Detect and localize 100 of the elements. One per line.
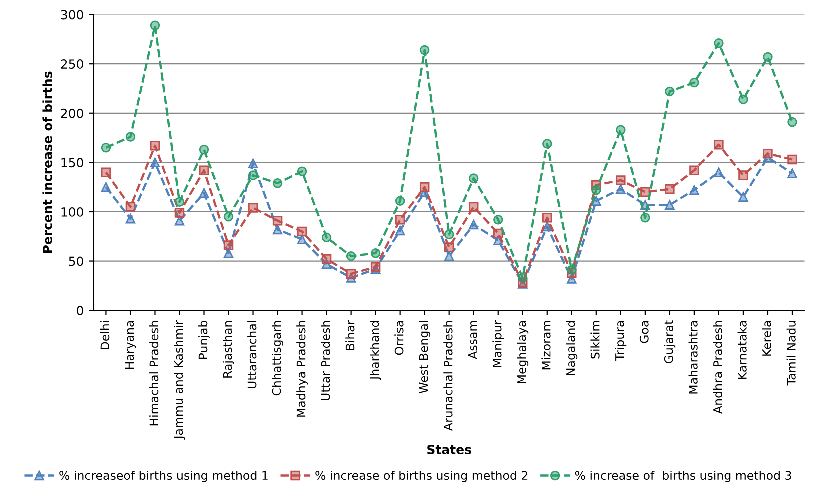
x-tick-label: Jammu and Kashmir <box>174 320 186 440</box>
point <box>101 182 112 192</box>
point <box>101 143 112 153</box>
x-tick-label: Rajasthan <box>223 321 234 378</box>
x-tick-label: Andhra Pradesh <box>713 321 722 414</box>
point <box>248 158 258 169</box>
legend-label: % increaseof births using method 1 <box>60 470 268 482</box>
point <box>126 202 136 212</box>
point <box>763 148 773 159</box>
point <box>272 178 283 188</box>
x-tick-label: Haryana <box>125 321 136 370</box>
x-tick-label: Uttar Pradesh <box>321 321 330 400</box>
point <box>346 252 356 262</box>
point <box>616 176 626 186</box>
x-tick-label: Sikkim <box>590 321 600 359</box>
point <box>101 168 112 178</box>
point <box>248 203 258 213</box>
y-tick-label: 200 <box>61 108 84 118</box>
point <box>395 196 406 206</box>
x-tick-label: Orrisa <box>394 321 404 356</box>
x-tick-label: Punjab <box>198 320 210 360</box>
x-tick-label: Madhya Pradesh <box>296 321 308 417</box>
point <box>346 269 356 279</box>
point <box>322 254 332 264</box>
point <box>640 213 650 223</box>
point <box>224 248 234 258</box>
point <box>738 192 748 202</box>
point <box>395 226 406 236</box>
point <box>788 117 798 128</box>
point <box>788 154 798 165</box>
point <box>272 216 283 226</box>
point <box>494 215 504 225</box>
point <box>616 125 626 136</box>
point <box>714 38 724 48</box>
y-tick-label: 300 <box>61 10 84 20</box>
point <box>322 232 332 242</box>
x-tick-label: Karnataka <box>738 321 747 380</box>
x-tick-label: Maharashtra <box>688 321 698 394</box>
point <box>174 216 185 226</box>
point <box>370 248 381 258</box>
point <box>518 273 528 283</box>
point <box>738 170 748 180</box>
point <box>714 140 724 150</box>
point <box>494 228 504 239</box>
x-tick-label: Himachal Pradesh <box>150 321 159 426</box>
point <box>150 141 160 151</box>
x-tick-label: Uttaranchal <box>248 321 257 388</box>
point <box>714 168 724 178</box>
x-tick-label: West Bengal <box>419 321 431 394</box>
y-tick-label: 100 <box>62 207 84 217</box>
point <box>444 230 454 240</box>
point <box>126 132 136 142</box>
point <box>738 94 748 104</box>
x-tick-label: Gujarat <box>664 320 676 364</box>
point <box>420 182 430 192</box>
legend-label: % increase of births using method 2 <box>316 470 528 482</box>
x-tick-label: Nagaland <box>566 321 578 376</box>
x-tick-label: Assam <box>468 321 478 360</box>
x-tick-label: Chhattisgarh <box>272 321 284 396</box>
point <box>469 220 479 230</box>
point <box>248 170 258 180</box>
x-tick-label: Jharkhand <box>370 321 382 381</box>
point <box>640 187 650 198</box>
point <box>665 200 675 210</box>
point <box>174 208 185 218</box>
x-tick-label: Delhi <box>100 321 110 350</box>
x-tick-label: Manipur <box>492 320 504 368</box>
x-tick-label: Arunachal Pradesh <box>444 321 453 431</box>
legend-label: % increase of births using method 3 <box>575 470 792 482</box>
point <box>297 166 308 176</box>
point <box>150 158 160 168</box>
y-axis-title: Percent increase of births <box>42 72 52 254</box>
point <box>788 168 798 178</box>
y-tick-label: 0 <box>77 306 84 316</box>
point <box>126 214 136 224</box>
point <box>150 20 160 30</box>
point <box>542 213 552 223</box>
point <box>665 184 675 194</box>
point <box>444 252 454 262</box>
point <box>469 174 479 184</box>
x-tick-label: Bihar <box>346 320 355 350</box>
y-tick-label: 50 <box>69 256 84 266</box>
x-tick-label: Goa <box>640 321 649 344</box>
point <box>444 242 454 252</box>
point <box>567 265 577 276</box>
point <box>199 166 210 176</box>
point <box>469 202 479 212</box>
point <box>297 234 308 244</box>
x-tick-label: Tripura <box>615 321 627 362</box>
x-axis-title: States <box>428 445 472 454</box>
point <box>272 224 283 235</box>
y-tick-label: 250 <box>61 60 84 70</box>
x-tick-label: Meghalaya <box>517 321 529 384</box>
point <box>690 78 700 88</box>
point <box>592 185 602 196</box>
point <box>224 212 234 222</box>
point <box>542 139 552 149</box>
point <box>592 196 602 206</box>
point <box>297 226 308 237</box>
point <box>420 45 430 56</box>
